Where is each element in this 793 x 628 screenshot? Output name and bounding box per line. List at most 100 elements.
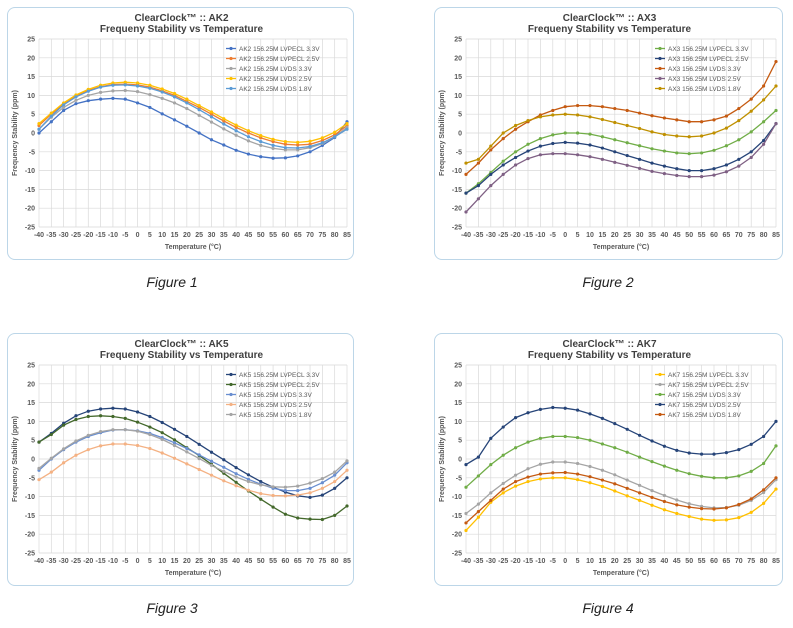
data-point <box>222 479 226 483</box>
data-point <box>308 144 312 149</box>
data-point <box>501 137 505 141</box>
x-tick-label: 50 <box>257 232 265 239</box>
data-point <box>724 518 728 522</box>
x-tick-label: 5 <box>148 232 152 239</box>
data-point <box>99 97 103 101</box>
data-point <box>123 80 127 84</box>
data-point <box>185 446 189 451</box>
data-point <box>246 131 251 135</box>
data-point <box>501 131 505 135</box>
data-point <box>551 108 555 113</box>
data-point <box>662 149 666 153</box>
data-point <box>222 117 226 121</box>
series-line <box>38 83 348 146</box>
x-tick-label: 40 <box>232 232 240 239</box>
data-point <box>638 483 642 487</box>
legend-label: AK7 156.25M LVDS 3.3V <box>668 392 742 399</box>
x-tick-label: -15 <box>523 558 533 565</box>
figure-caption: Figure 1 <box>146 274 198 290</box>
data-point <box>737 502 741 507</box>
data-point <box>172 101 177 105</box>
data-point <box>551 460 555 464</box>
data-point <box>625 141 629 145</box>
data-point <box>135 84 140 88</box>
data-point <box>320 136 324 140</box>
legend-label: AK7 156.25M LVPECL 2.5V <box>668 382 749 389</box>
x-tick-label: 25 <box>195 232 203 239</box>
x-tick-label: -10 <box>108 558 118 565</box>
data-point <box>271 485 275 489</box>
data-point <box>111 83 115 87</box>
x-tick-label: 50 <box>257 558 265 565</box>
data-point <box>222 127 226 131</box>
data-point <box>625 108 629 113</box>
y-tick-label: 20 <box>454 381 462 388</box>
data-point <box>246 488 251 492</box>
data-point <box>662 499 666 504</box>
legend-marker <box>229 372 233 377</box>
data-point <box>762 120 766 124</box>
data-point <box>283 146 287 150</box>
legend-label: AK2 156.25M LVDS 2.5V <box>239 76 313 83</box>
data-point <box>501 172 505 176</box>
data-point <box>700 507 704 511</box>
legend-marker <box>658 86 662 91</box>
data-point <box>296 140 300 144</box>
data-point <box>662 508 666 512</box>
x-tick-label: 40 <box>232 558 240 565</box>
data-point <box>749 97 753 101</box>
data-point <box>197 103 201 108</box>
data-point <box>222 143 226 147</box>
data-point <box>489 148 493 152</box>
data-point <box>749 510 753 514</box>
legend-label: AK5 156.25M LVDS 3.3V <box>239 392 313 399</box>
y-tick-label: 5 <box>31 112 35 119</box>
x-tick-label: -30 <box>486 232 496 239</box>
x-tick-label: 35 <box>220 558 228 565</box>
data-point <box>160 87 164 91</box>
data-point <box>675 173 679 178</box>
x-tick-label: 5 <box>576 232 580 239</box>
data-point <box>489 498 493 502</box>
x-tick-label: 85 <box>772 232 780 239</box>
y-tick-label: -20 <box>452 532 462 539</box>
x-tick-label: 40 <box>661 558 669 565</box>
data-point <box>259 155 263 159</box>
legend-label: AX3 156.25M LVDS 2.5V <box>668 76 742 83</box>
data-point <box>160 420 164 425</box>
data-point <box>464 463 468 467</box>
data-point <box>283 512 287 516</box>
legend-label: AK2 156.25M LVDS 1.8V <box>239 86 313 93</box>
data-point <box>538 472 542 476</box>
x-tick-label: 60 <box>710 558 718 565</box>
data-point <box>209 473 214 477</box>
data-point <box>296 484 300 488</box>
legend-label: AK2 156.25M LVPECL 2.5V <box>239 56 320 63</box>
data-point <box>625 163 629 167</box>
chart-subtitle: Frequeny Stability vs Temperature <box>100 350 264 361</box>
x-tick-label: 30 <box>208 232 216 239</box>
legend-marker <box>658 372 662 377</box>
data-point <box>320 493 324 497</box>
data-point <box>675 511 679 516</box>
data-point <box>638 126 642 131</box>
y-tick-label: 15 <box>454 400 462 407</box>
data-point <box>86 433 90 437</box>
data-point <box>675 503 679 507</box>
x-tick-label: -20 <box>83 558 93 565</box>
data-point <box>37 131 41 135</box>
data-point <box>700 517 704 521</box>
data-point <box>650 130 654 134</box>
data-point <box>222 469 226 474</box>
data-point <box>588 103 592 108</box>
x-tick-label: 0 <box>563 558 567 565</box>
data-point <box>700 151 704 155</box>
data-point <box>700 169 704 173</box>
data-point <box>687 169 691 173</box>
x-tick-label: 60 <box>282 232 290 239</box>
data-point <box>700 474 704 478</box>
data-point <box>638 166 642 170</box>
data-point <box>712 167 716 171</box>
data-point <box>576 153 580 157</box>
x-tick-label: 85 <box>343 558 351 565</box>
